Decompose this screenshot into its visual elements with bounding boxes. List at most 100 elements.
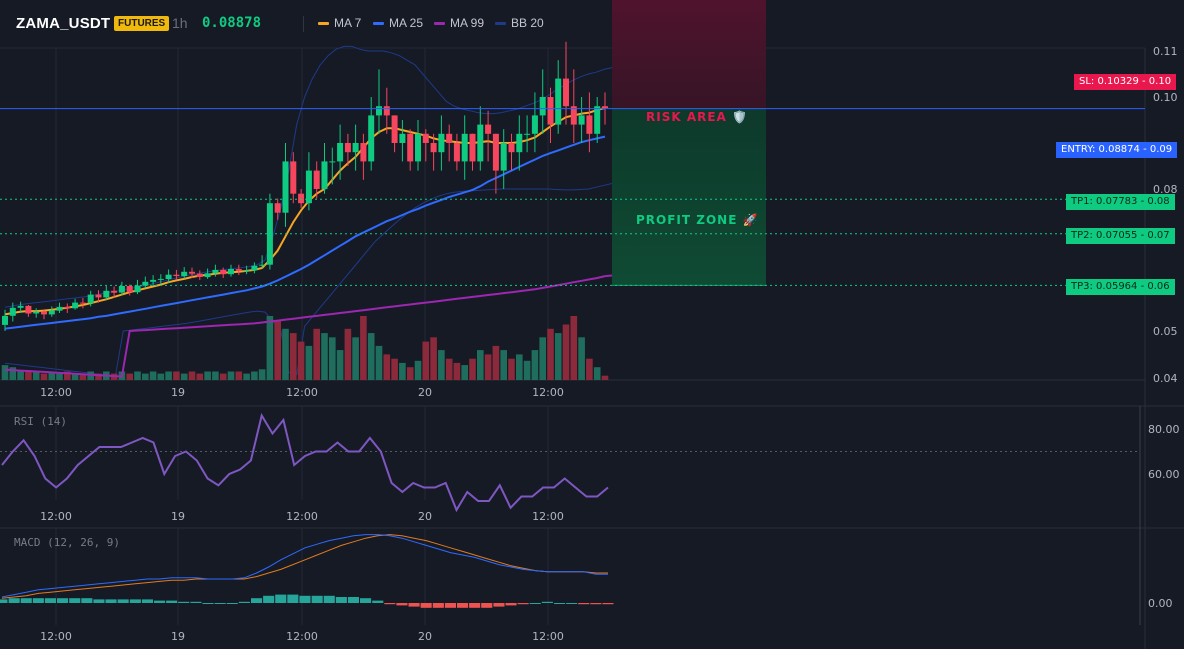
candle-body-40 — [313, 170, 320, 189]
volume-bar-26 — [204, 371, 211, 380]
macd-tick-0: 0.00 — [1148, 597, 1173, 610]
symbol-name[interactable]: ZAMA_USDT — [16, 15, 111, 32]
macd-hist-10 — [117, 599, 129, 603]
sl-level-tag: SL: 0.10329 - 0.10 — [1074, 74, 1177, 90]
candle-body-28 — [220, 269, 227, 275]
volume-bar-24 — [188, 371, 196, 380]
candle-body-70 — [547, 97, 554, 125]
risk-area-box — [612, 0, 766, 109]
macd-signal-line — [1, 534, 608, 599]
macd-hist-20 — [238, 601, 250, 603]
legend-bb20-label: BB 20 — [511, 16, 544, 30]
volume-bar-27 — [212, 371, 219, 380]
volume-bar-25 — [196, 373, 204, 380]
candle-body-46 — [360, 143, 367, 162]
macd-hist-30 — [360, 598, 372, 603]
volume-bar-57 — [445, 358, 453, 380]
candle-body-67 — [524, 133, 531, 135]
candle-body-43 — [337, 143, 344, 162]
volume-bar-50 — [391, 358, 398, 380]
macd-hist-5 — [57, 598, 69, 603]
rsi-panel-title: RSI (14) — [14, 415, 67, 428]
volume-bar-6 — [48, 371, 56, 380]
volume-bar-16 — [126, 373, 133, 380]
ma25-line — [4, 135, 606, 330]
volume-bar-72 — [562, 324, 570, 380]
volume-bar-59 — [461, 365, 468, 380]
price-tick-4: 0.05 — [1153, 325, 1178, 338]
macd-hist-37 — [444, 603, 456, 608]
candle-body-27 — [212, 269, 219, 274]
macd-panel-title: MACD (12, 26, 9) — [14, 536, 120, 549]
volume-bar-58 — [453, 362, 461, 380]
candle-body-60 — [469, 133, 476, 162]
volume-bar-19 — [149, 371, 157, 380]
legend-ma25[interactable]: MA 25 — [373, 16, 423, 30]
volume-bar-41 — [321, 333, 328, 380]
trade-level-lines — [0, 108, 1145, 286]
macd-hist-46 — [554, 603, 566, 604]
trade-zones — [612, 0, 766, 286]
legend-bb20[interactable]: BB 20 — [495, 16, 544, 30]
candle-body-42 — [329, 161, 336, 163]
candle-body-18 — [142, 281, 149, 286]
volume-bar-75 — [586, 358, 593, 380]
legend-ma99[interactable]: MA 99 — [434, 16, 484, 30]
ma25-swatch-icon — [373, 21, 384, 25]
volume-bar-56 — [438, 350, 445, 380]
candle-body-10 — [79, 302, 86, 304]
candle-body-51 — [399, 133, 406, 143]
volume-bar-73 — [570, 316, 578, 380]
macd-hist-0 — [0, 599, 8, 603]
candle-body-3 — [25, 305, 32, 314]
macd-hist-31 — [372, 600, 384, 603]
macd-hist-39 — [469, 603, 481, 608]
candles[interactable] — [2, 41, 608, 331]
candle-body-77 — [602, 106, 608, 108]
rsi-tick-0: 80.00 — [1148, 423, 1180, 436]
volume-bar-34 — [266, 316, 274, 380]
time-tick-1-0: 12:00 — [40, 510, 72, 523]
candle-body-23 — [181, 271, 188, 277]
time-tick-0-3: 20 — [418, 386, 432, 399]
candle-body-5 — [41, 311, 47, 315]
price-tick-0: 0.11 — [1153, 45, 1178, 58]
chart-header: ZAMA_USDT FUTURES 1h 0.08878 MA 7 MA 25 … — [0, 0, 1184, 48]
ma99-tail — [604, 274, 613, 278]
candle-body-55 — [430, 143, 437, 153]
tp2-level-label: TP2: 0.07055 — [1071, 230, 1138, 241]
rsi-line — [1, 412, 609, 513]
price-tick-5: 0.04 — [1153, 372, 1178, 385]
volume-bar-47 — [367, 333, 375, 380]
volume-bar-10 — [79, 373, 87, 380]
volume-bar-30 — [235, 371, 243, 380]
macd-hist-17 — [202, 603, 214, 604]
volume-bar-68 — [531, 350, 539, 380]
grid-layer — [0, 47, 1184, 649]
macd-hist-1 — [8, 598, 20, 603]
volume-bar-40 — [313, 328, 320, 380]
volume-bar-44 — [344, 328, 352, 380]
futures-badge: FUTURES — [114, 16, 170, 31]
entry-level-tag: ENTRY: 0.08874 - 0.09 — [1056, 142, 1178, 158]
candle-body-68 — [531, 115, 538, 134]
volume-bar-0 — [1, 365, 9, 380]
time-tick-1-2: 12:00 — [286, 510, 318, 523]
macd-hist-42 — [505, 603, 517, 606]
candle-body-22 — [173, 274, 180, 277]
candle-body-4 — [33, 311, 40, 314]
legend-ma7[interactable]: MA 7 — [318, 16, 361, 30]
macd-hist-3 — [32, 598, 44, 603]
volume-bar-17 — [134, 371, 141, 380]
volume-bar-69 — [539, 337, 546, 380]
macd-hist-43 — [517, 603, 529, 605]
macd-hist-50 — [602, 603, 614, 605]
rsi-panel — [0, 412, 1140, 513]
profit-zone-label: PROFIT ZONE 🚀 — [636, 213, 759, 227]
volume-bar-31 — [243, 373, 250, 380]
timeframe-label[interactable]: 1h — [172, 15, 188, 31]
volume-bar-60 — [469, 358, 476, 380]
volume-bar-55 — [430, 337, 437, 380]
time-tick-0-1: 19 — [171, 386, 185, 399]
